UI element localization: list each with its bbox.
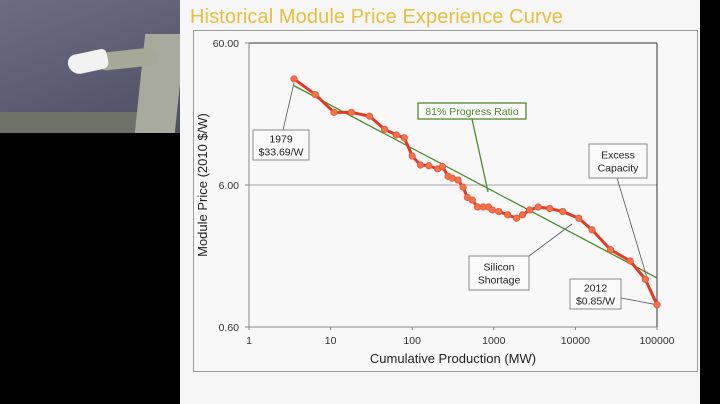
data-point [526,206,534,214]
x-tick-label: 100 [403,335,421,347]
data-point [330,108,338,116]
x-tick-label: 100000 [639,335,674,347]
callout-silicon-shortage-leader [528,223,573,257]
data-point [311,90,319,99]
x-tick-label: 10000 [561,335,590,347]
callout-1979-box [252,129,310,161]
callout-excess-capacity-text: Excess [601,150,635,162]
data-point [641,275,649,283]
data-point [588,226,596,234]
data-point [534,203,542,211]
callout-progress-ratio-box [417,102,527,120]
callout-1979-text: 1979 [269,134,293,146]
y-axis-label: Module Price (2010 $/W) [195,113,210,257]
data-point [408,152,416,160]
data-point [425,162,433,170]
callout-silicon-shortage-box [468,255,530,291]
data-point [416,161,424,169]
data-point [575,214,583,222]
x-tick-label: 1 [246,335,252,347]
y-tick-label: 6.00 [219,180,240,192]
data-point [381,125,389,133]
callout-progress-ratio-leader [471,118,489,193]
y-tick-label: 0.60 [219,322,240,334]
data-point [392,131,400,139]
callout-1979-text: $33.69/W [259,147,304,159]
data-point [559,207,567,216]
callout-silicon-shortage-text: Shortage [478,275,521,287]
callout-2012: 2012$0.85/W [569,278,622,310]
callout-1979-leader [282,82,295,131]
slide-title: Historical Module Price Experience Curve [190,6,564,28]
data-point [488,206,496,214]
callout-excess-capacity-box [588,143,648,179]
data-point [495,207,503,216]
callout-2012-text: 2012 [584,283,608,295]
callout-silicon-shortage-text: Silicon [484,262,515,274]
data-point [290,75,298,83]
callout-2012-leader [620,297,658,306]
data-point [626,257,634,265]
data-point [653,301,661,309]
callout-excess-capacity-leader [616,177,649,282]
x-tick-label: 10 [325,335,337,347]
data-point [454,176,462,184]
data-point [606,246,615,254]
video-whiteboard-ledge [0,112,150,133]
data-point [365,112,374,120]
callout-2012-box [569,278,622,310]
progress-ratio-line [293,85,658,279]
data-point [459,183,467,191]
callout-excess-capacity-text: Capacity [598,163,640,175]
callout-1979: 1979$33.69/W [252,129,310,161]
x-tick-label: 1000 [482,335,506,347]
data-point [546,204,554,213]
data-point [400,134,408,142]
right-black-bar [700,0,720,404]
data-point [468,196,476,204]
data-point [347,108,356,116]
data-point [438,162,447,171]
y-tick-label: 60.00 [213,38,239,50]
presenter-video [0,0,180,133]
data-point [518,211,527,219]
callout-progress-ratio-text: 81% Progress Ratio [425,106,519,118]
x-axis-label: Cumulative Production (MW) [370,351,536,366]
data-point [512,214,521,222]
callout-progress-ratio: 81% Progress Ratio [417,102,527,120]
data-point [504,211,512,219]
callout-2012-text: $0.85/W [576,296,615,308]
